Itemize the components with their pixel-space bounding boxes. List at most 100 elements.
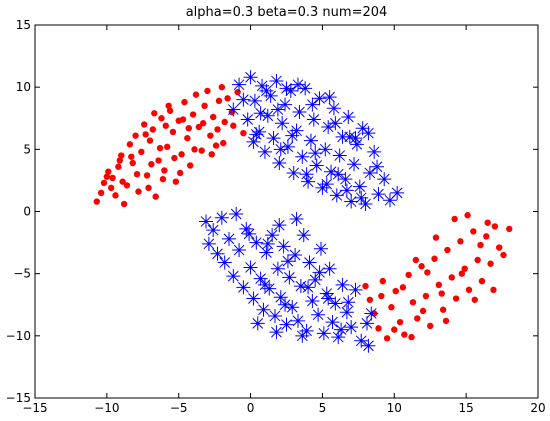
- blue-star-point: [286, 165, 301, 180]
- blue-star-point: [278, 297, 293, 312]
- blue-star-point: [214, 210, 229, 225]
- red-dot-point: [191, 146, 198, 153]
- blue-star-point: [290, 313, 305, 328]
- blue-star-point: [201, 236, 216, 251]
- red-dot-point: [115, 163, 122, 170]
- blue-star-point: [275, 116, 290, 131]
- red-dot-point: [123, 182, 131, 189]
- x-tick-label: 10: [387, 401, 402, 415]
- red-dot-point: [192, 91, 200, 98]
- red-dot-point: [105, 168, 112, 175]
- blue-star-point: [257, 144, 272, 159]
- blue-star-point: [322, 90, 337, 105]
- red-dot-point: [208, 151, 215, 158]
- x-tick-label: 0: [247, 401, 255, 415]
- red-dot-point: [484, 219, 491, 226]
- y-tick-label: 0: [23, 205, 31, 219]
- red-dot-point: [408, 333, 415, 341]
- blue-star-point: [280, 254, 295, 269]
- blue-star-point: [249, 127, 264, 142]
- blue-star-point: [331, 330, 346, 345]
- x-tick-label: 20: [530, 401, 545, 415]
- red-dot-point: [378, 292, 385, 300]
- red-dot-point: [464, 212, 471, 219]
- red-dot-point: [198, 147, 205, 154]
- blue-star-point: [321, 291, 336, 306]
- blue-star-point: [354, 333, 369, 348]
- red-dot-point: [379, 277, 386, 285]
- red-dot-point: [212, 142, 220, 149]
- red-dot-point: [133, 171, 141, 178]
- blue-star-point: [269, 325, 284, 340]
- blue-star-point: [240, 112, 255, 127]
- blue-star-point: [236, 92, 251, 107]
- red-dot-point: [427, 322, 434, 330]
- red-dot-point: [126, 141, 134, 148]
- red-dot-point: [135, 188, 142, 195]
- red-dot-point: [396, 318, 404, 326]
- blue-star-point: [273, 142, 288, 157]
- blue-star-point: [316, 326, 331, 341]
- axis-ticks: −15 −10 −5 0 5 10 15 20 −15 −10 −5 0 5 10 15: [6, 18, 546, 415]
- red-dot-point: [444, 246, 451, 254]
- red-dot-point: [181, 98, 188, 106]
- blue-star-point: [348, 131, 363, 146]
- red-dot-point: [506, 225, 513, 233]
- red-dot-point: [366, 296, 374, 303]
- blue-star-point: [232, 77, 247, 92]
- red-dot-point: [401, 331, 408, 338]
- blue-star-point: [328, 296, 343, 311]
- red-dot-point: [112, 192, 119, 199]
- red-dot-point: [132, 132, 139, 139]
- red-dot-point: [155, 157, 162, 164]
- red-dot-point: [477, 241, 484, 249]
- blue-star-point: [229, 206, 244, 221]
- blue-star-point: [341, 110, 356, 125]
- red-dot-point: [221, 118, 228, 126]
- blue-star-point: [259, 83, 274, 98]
- red-dot-point: [495, 244, 503, 251]
- blue-star-point: [305, 97, 320, 112]
- blue-star-point: [276, 239, 291, 254]
- red-dot-point: [470, 228, 477, 235]
- blue-star-point: [280, 139, 295, 154]
- red-dot-point: [457, 238, 464, 245]
- blue-star-point: [256, 302, 271, 317]
- blue-star-point: [321, 119, 336, 134]
- blue-star-point: [329, 188, 344, 203]
- blue-star-point: [324, 164, 339, 179]
- red-dot-point: [375, 325, 382, 332]
- blue-star-point: [243, 260, 258, 275]
- blue-star-point: [322, 261, 337, 276]
- red-dot-point: [218, 83, 226, 91]
- y-tick-label: 5: [23, 142, 31, 156]
- blue-star-point: [339, 183, 354, 198]
- red-dot-point: [483, 233, 490, 240]
- blue-star-point: [199, 214, 214, 229]
- blue-star-point: [361, 126, 376, 141]
- blue-star-point: [226, 102, 241, 117]
- red-dot-point: [388, 304, 395, 311]
- blue-star-point: [222, 231, 237, 246]
- blue-star-point: [362, 165, 377, 180]
- blue-star-point: [326, 101, 341, 116]
- red-dot-point: [149, 126, 157, 133]
- red-dot-point: [184, 134, 191, 142]
- blue-star-point: [232, 243, 247, 258]
- blue-star-point: [257, 277, 272, 292]
- blue-star-point: [260, 236, 275, 251]
- red-dot-point: [461, 265, 468, 272]
- red-dot-point: [116, 157, 123, 164]
- red-dot-point: [234, 88, 241, 96]
- blue-star-point: [335, 129, 350, 144]
- blue-star-point: [348, 282, 363, 297]
- blue-star-point: [279, 81, 294, 96]
- blue-star-series: [199, 70, 405, 353]
- red-dot-point: [207, 132, 214, 139]
- red-dot-point: [195, 123, 203, 131]
- red-dot-point: [487, 260, 494, 267]
- red-dot-point: [465, 286, 473, 294]
- blue-star-point: [293, 279, 308, 294]
- blue-star-point: [328, 116, 343, 131]
- blue-star-point: [358, 197, 373, 212]
